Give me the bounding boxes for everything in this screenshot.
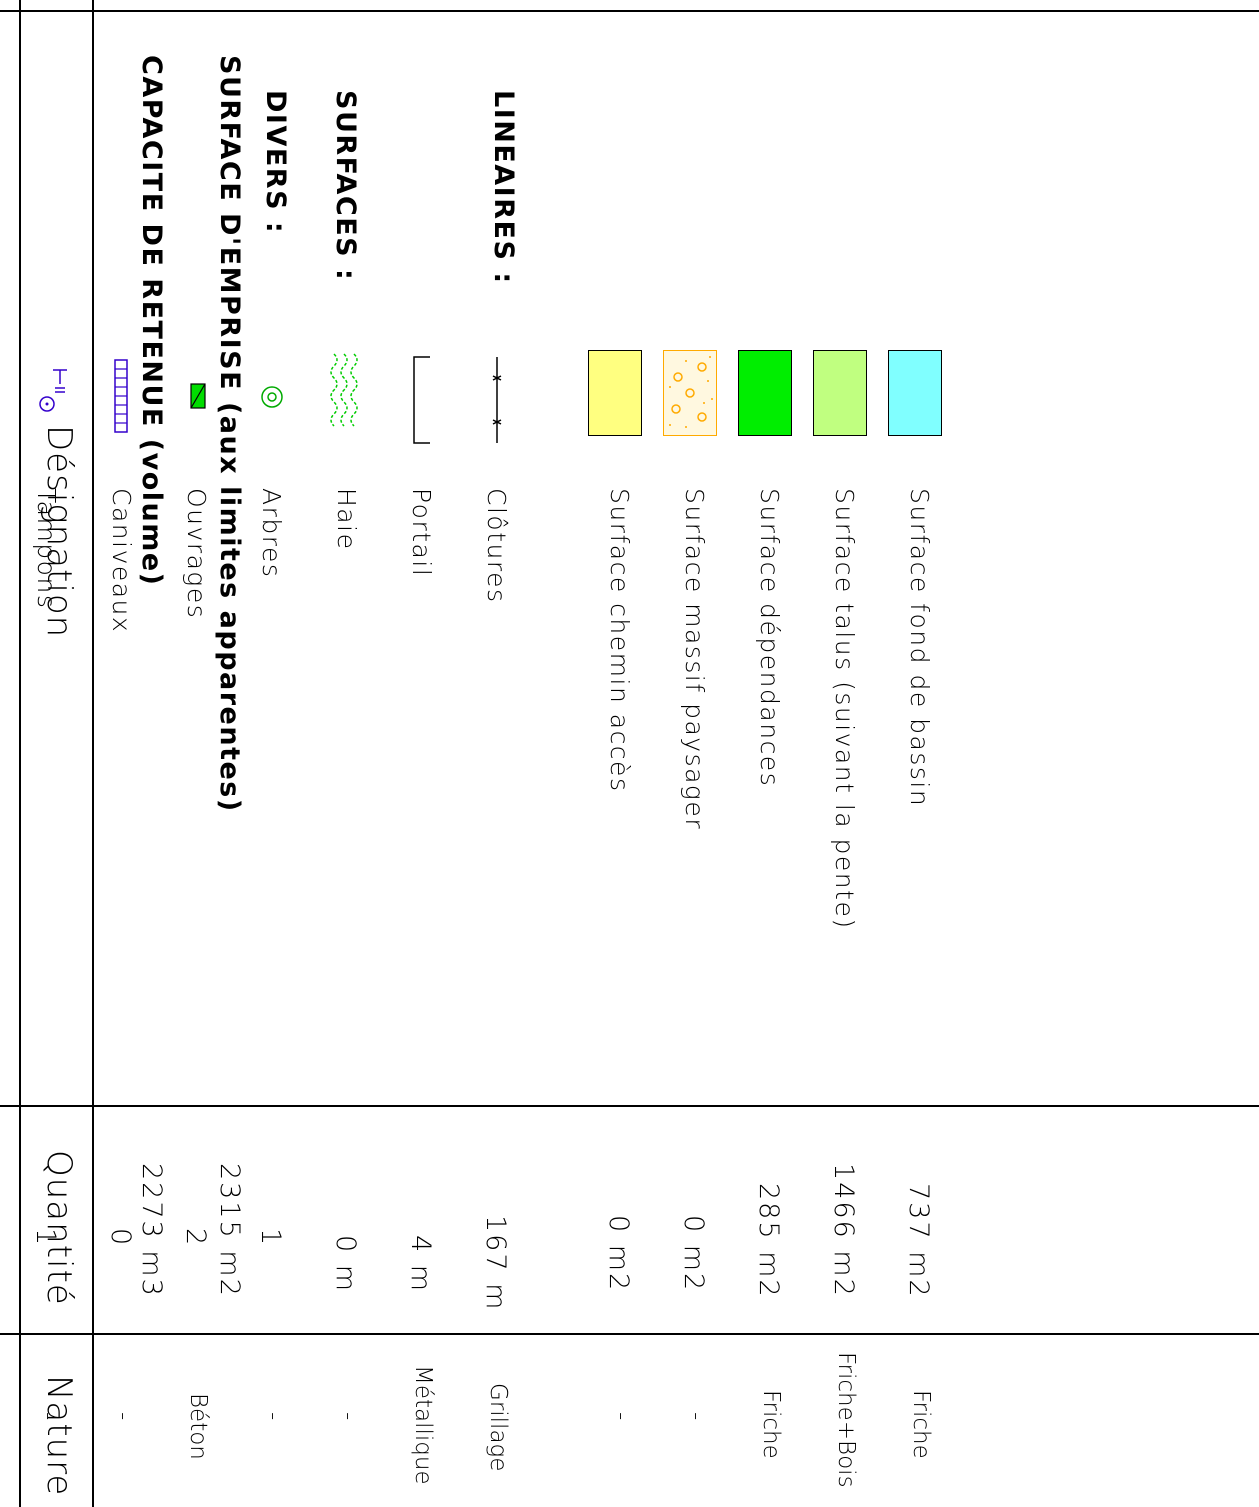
gutter-icon — [114, 359, 128, 433]
clotures-nature: Grillage — [485, 1383, 511, 1472]
hedge-icon — [330, 353, 358, 427]
fence-icon — [492, 357, 502, 443]
arbres-quantity: 1 — [255, 1228, 286, 1248]
surface-talus-quantity: 1466 m2 — [828, 1163, 859, 1298]
haie-nature: - — [335, 1412, 361, 1421]
surface-massif-nature: - — [683, 1412, 709, 1421]
surface-dependances-quantity: 285 m2 — [753, 1183, 784, 1299]
portail-nature: Métallique — [410, 1365, 436, 1485]
tree-icon — [261, 386, 283, 408]
table-top-border — [19, 0, 21, 1507]
surface-massif-swatch — [663, 350, 717, 436]
ouvrages-nature: Béton — [185, 1393, 211, 1460]
arbres-label: Arbres — [257, 488, 286, 579]
surface-dependances-swatch — [738, 350, 792, 436]
surface-massif-quantity: 0 m2 — [678, 1215, 709, 1293]
caniveaux-quantity: 0 — [105, 1228, 136, 1248]
tampons-quantity: 1 — [30, 1228, 61, 1248]
caniveaux-nature: - — [110, 1412, 136, 1421]
capacite-label: CAPACITE DE RETENUE (volume) — [136, 55, 167, 587]
surface-fond-nature: Friche — [908, 1390, 934, 1459]
manhole-icon — [39, 369, 67, 412]
surface-massif-label: Surface massif paysager — [680, 488, 709, 831]
surface-fond-swatch — [888, 350, 942, 436]
haie-quantity: 0 m — [330, 1235, 361, 1294]
surface-fond-quantity: 737 m2 — [903, 1183, 934, 1299]
ouvrages-label: Ouvrages — [182, 488, 211, 620]
caniveaux-label: Caniveaux — [107, 488, 136, 634]
surface-chemin-swatch — [588, 350, 642, 436]
massif-pattern-icon — [669, 356, 713, 428]
portail-label: Portail — [407, 488, 436, 578]
capacite-quantity: 2273 m3 — [136, 1163, 167, 1298]
clotures-label: Clôtures — [482, 488, 511, 604]
tampons-label: Tampons — [32, 488, 61, 610]
surface-dependances-nature: Friche — [758, 1390, 784, 1459]
header-separator — [92, 0, 94, 1507]
surface-dependances-label: Surface dépendances — [755, 488, 784, 788]
surface-chemin-quantity: 0 m2 — [603, 1215, 634, 1293]
surface-talus-label: Surface talus (suivant la pente) — [830, 488, 859, 930]
surfaces-section-title: SURFACES : — [330, 90, 361, 282]
column-divider-designation — [0, 1105, 1259, 1107]
lineaires-section-title: LINEAIRES : — [488, 90, 519, 285]
divers-section-title: DIVERS : — [260, 90, 291, 235]
gate-icon — [413, 356, 430, 444]
clotures-quantity: 167 m — [480, 1215, 511, 1312]
emprise-label: SURFACE D'EMPRISE (aux limites apparente… — [214, 55, 245, 813]
arbres-nature: - — [260, 1412, 286, 1421]
surface-chemin-label: Surface chemin accès — [605, 488, 634, 793]
structure-icon — [190, 383, 206, 409]
emprise-quantity: 2315 m2 — [214, 1163, 245, 1298]
surface-talus-swatch — [813, 350, 867, 436]
surface-chemin-nature: - — [608, 1412, 634, 1421]
haie-label: Haie — [332, 488, 361, 551]
tampons-nature: - — [35, 1412, 61, 1421]
surface-talus-nature: Friche+Bois — [833, 1352, 859, 1488]
portail-quantity: 4 m — [405, 1235, 436, 1294]
ouvrages-quantity: 2 — [180, 1228, 211, 1248]
outer-border-left — [0, 10, 1259, 12]
header-nature: Nature — [39, 1375, 79, 1497]
column-divider-quantite — [0, 1333, 1259, 1335]
surface-fond-label: Surface fond de bassin — [905, 488, 934, 808]
